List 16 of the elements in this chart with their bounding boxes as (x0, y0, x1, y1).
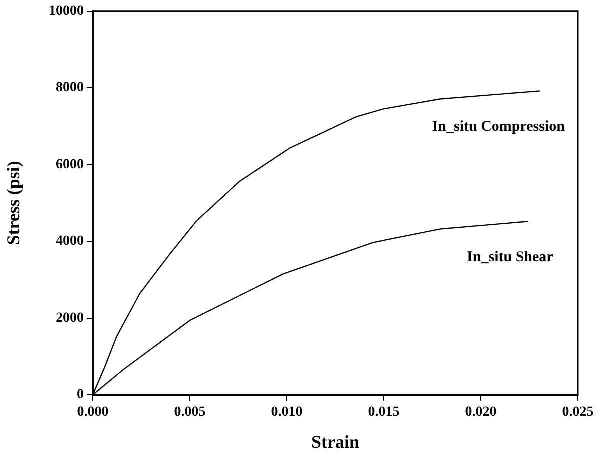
x-tick-label: 0.010 (271, 405, 303, 420)
y-tick-label: 6000 (56, 157, 84, 172)
y-tick-label: 8000 (56, 80, 84, 96)
x-tick-label: 0.015 (368, 405, 400, 420)
series-label: In_situ Shear (467, 249, 554, 266)
y-tick-label: 4000 (56, 234, 84, 250)
x-axis-title: Strain (311, 432, 360, 452)
y-tick-label: 0 (77, 388, 84, 403)
y-tick-label: 10000 (49, 4, 84, 20)
x-tick-label: 0.005 (174, 405, 206, 420)
x-tick-label: 0.020 (465, 405, 497, 420)
y-tick-label: 2000 (56, 310, 84, 326)
y-axis-title: Stress (psi) (3, 161, 24, 246)
x-tick-label: 0.000 (77, 405, 109, 420)
x-tick-label: 0.025 (562, 405, 594, 420)
series-label: In_situ Compression (432, 119, 566, 136)
